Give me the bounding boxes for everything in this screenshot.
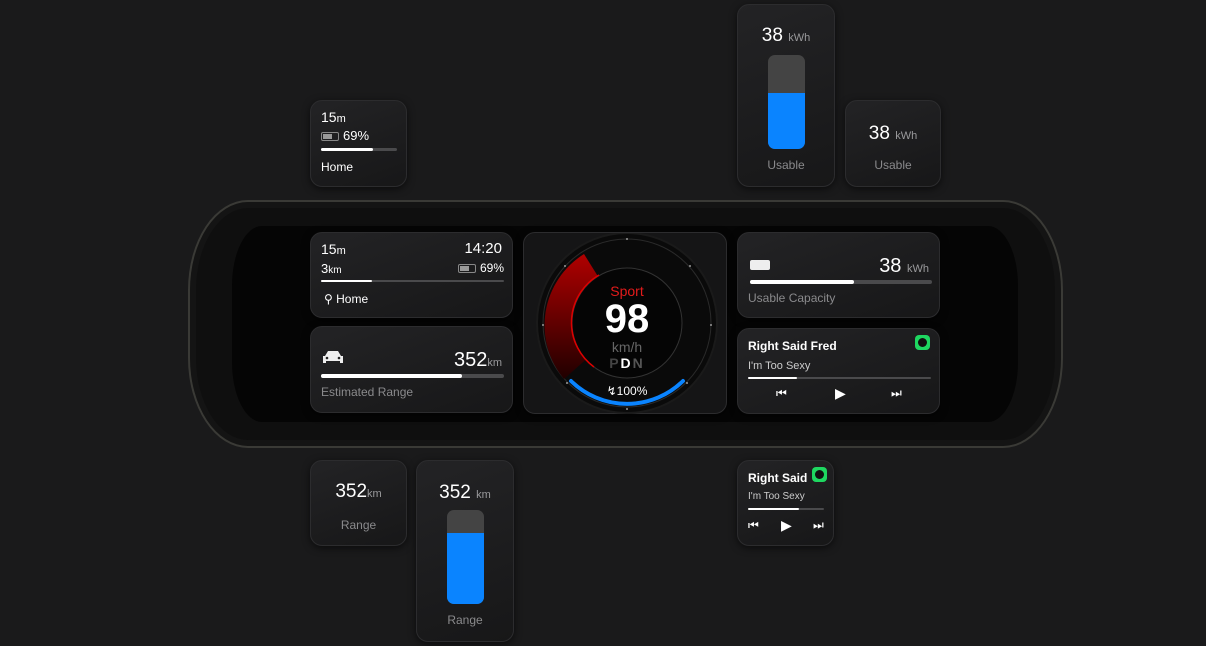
spotify-icon xyxy=(915,335,930,350)
car-icon xyxy=(323,351,343,363)
capacity-widget[interactable]: 38 kWh Usable Capacity xyxy=(737,232,940,318)
play-button[interactable]: ▶ xyxy=(781,517,792,533)
music-widget-small[interactable]: Right Said I'm Too Sexy ⏮ ▶ ⏭ xyxy=(737,460,834,546)
range-bar xyxy=(321,374,504,378)
charge-plug-icon: ↯ xyxy=(606,384,617,398)
battery-icon xyxy=(750,260,770,270)
spotify-icon xyxy=(812,467,827,482)
range-widget[interactable]: 352km Estimated Range xyxy=(310,326,513,413)
next-track-button[interactable]: ⏭ xyxy=(891,386,902,400)
destination: Home xyxy=(321,160,354,174)
previous-track-button[interactable]: ⏮ xyxy=(776,386,787,400)
clock: 14:20 xyxy=(464,240,502,257)
playback-progress[interactable] xyxy=(748,377,931,379)
capacity-unit: kWh xyxy=(907,263,929,275)
gear-d: D xyxy=(620,355,633,371)
play-button[interactable]: ▶ xyxy=(835,385,846,401)
capacity-widget-small[interactable]: 38 kWh Usable xyxy=(845,100,941,187)
distance-unit: km xyxy=(328,265,342,276)
charge-arc xyxy=(569,379,685,406)
trip-widget-small[interactable]: 15m 69% Home xyxy=(310,100,407,187)
next-track-button[interactable]: ⏭ xyxy=(813,518,824,532)
trip-progress xyxy=(321,148,397,151)
range-widget-small[interactable]: 352km Range xyxy=(310,460,407,546)
range-label: Range xyxy=(340,518,377,532)
range-value: 352 xyxy=(439,482,471,503)
duration-unit: m xyxy=(336,113,346,125)
battery-icon xyxy=(457,264,476,274)
location-pin-icon: ⚲ xyxy=(324,292,333,306)
destination: Home xyxy=(336,292,369,306)
trip-distance: 3 xyxy=(321,261,329,276)
range-label: Estimated Range xyxy=(321,385,414,399)
trip-duration: 15 xyxy=(321,241,337,257)
gear-p: P xyxy=(609,355,621,371)
capacity-value: 38 xyxy=(761,25,783,46)
track-name: I'm Too Sexy xyxy=(748,360,811,372)
capacity-label: Usable xyxy=(767,158,805,172)
range-unit: km xyxy=(367,488,382,500)
capacity-unit: kWh xyxy=(788,32,811,44)
drive-mode: Sport xyxy=(610,283,644,299)
range-level-bar xyxy=(447,510,484,604)
speedometer-widget: Sport 98 km/h PDN ↯100% xyxy=(523,232,727,414)
artist-name: Right Said Fred xyxy=(748,339,837,353)
range-widget-tall[interactable]: 352 km Range xyxy=(416,460,514,642)
music-widget[interactable]: Right Said Fred I'm Too Sexy ⏮ ▶ ⏭ xyxy=(737,328,940,414)
range-label: Range xyxy=(447,613,483,627)
previous-track-button[interactable]: ⏮ xyxy=(748,518,759,532)
trip-widget[interactable]: 15m 3km 14:20 69% ⚲ Home xyxy=(310,232,513,318)
speedometer-dial xyxy=(536,233,718,414)
speed-unit: km/h xyxy=(611,339,643,355)
duration-unit: m xyxy=(336,245,346,257)
battery-percent: 69% xyxy=(479,261,504,275)
battery-percent: 69% xyxy=(343,128,370,143)
trip-duration: 15 xyxy=(321,109,337,125)
speed-value: 98 xyxy=(604,297,650,341)
range-unit: km xyxy=(487,357,502,369)
range-value: 352 xyxy=(453,349,488,371)
capacity-bar xyxy=(750,280,932,284)
battery-icon xyxy=(321,132,339,142)
playback-progress[interactable] xyxy=(748,508,824,510)
capacity-value: 38 xyxy=(879,255,902,277)
capacity-unit: kWh xyxy=(895,130,918,142)
range-value: 352 xyxy=(335,481,368,502)
capacity-label: Usable xyxy=(874,158,912,172)
track-name: I'm Too Sexy xyxy=(748,491,805,502)
gear-n: N xyxy=(632,355,645,371)
capacity-value: 38 xyxy=(868,123,890,144)
range-unit: km xyxy=(476,489,491,501)
artist-name: Right Said xyxy=(748,471,808,485)
capacity-label: Usable Capacity xyxy=(748,291,836,305)
capacity-level-bar xyxy=(768,55,805,149)
trip-progress xyxy=(321,280,504,282)
capacity-widget-tall[interactable]: 38 kWh Usable xyxy=(737,4,835,187)
charge-percent: 100% xyxy=(616,384,648,398)
